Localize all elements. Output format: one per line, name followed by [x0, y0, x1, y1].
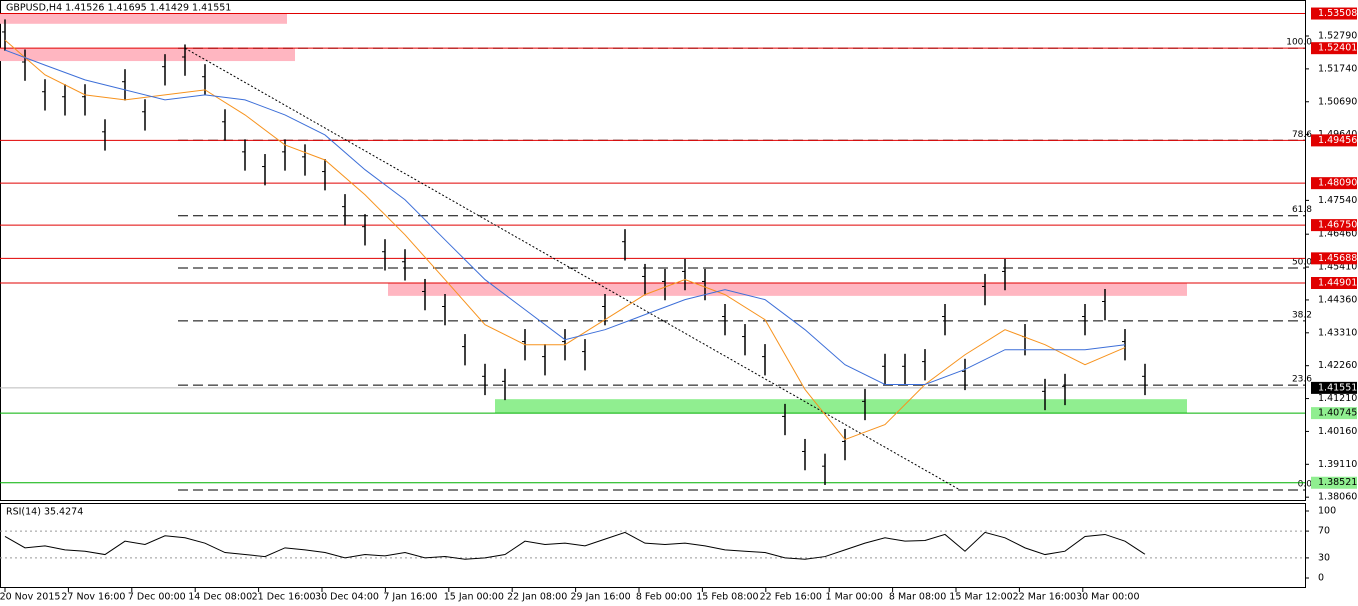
x-tick-label: 22 Feb 16:00: [760, 592, 822, 603]
rsi-title: RSI(14) 35.4274: [6, 507, 83, 518]
y-tick-label: 1.52790: [1318, 31, 1357, 42]
y-tick-label: 1.51740: [1318, 63, 1357, 74]
moving-average: [4, 39, 1126, 441]
y-tick-label: 1.43310: [1318, 327, 1357, 338]
level-label: 1.40745: [1318, 408, 1357, 419]
x-tick-label: 27 Nov 16:00: [61, 592, 125, 603]
x-tick-label: 1 Mar 00:00: [826, 592, 883, 603]
fib-label: 38.2: [1292, 310, 1312, 320]
x-tick-label: 30 Mar 00:00: [1076, 592, 1139, 603]
x-tick-label: 22 Jan 08:00: [507, 592, 567, 603]
x-tick-label: 15 Mar 12:00: [949, 592, 1012, 603]
fib-label: 0.0: [1298, 479, 1313, 489]
level-tag: [1311, 219, 1357, 232]
level-tag: [1311, 42, 1357, 55]
level-label: 1.48090: [1318, 178, 1357, 189]
y-tick-label: 1.42260: [1318, 360, 1357, 371]
rsi-tick-label: 0: [1318, 573, 1324, 584]
level-label: 1.46750: [1318, 220, 1357, 231]
level-label: 1.44901: [1318, 277, 1357, 288]
x-tick-label: 7 Dec 00:00: [128, 592, 186, 603]
zone: [0, 13, 287, 24]
fib-label: 100.0: [1286, 38, 1312, 48]
x-tick-label: 22 Mar 16:00: [1013, 592, 1076, 603]
rsi-tick-label: 70: [1318, 526, 1330, 537]
trendline: [184, 47, 961, 491]
x-tick-label: 15 Jan 00:00: [444, 592, 504, 603]
level-label: 1.41551: [1318, 382, 1357, 393]
level-label: 1.53508: [1318, 8, 1357, 19]
fib-label: 61.8: [1292, 205, 1312, 215]
y-tick-label: 1.39110: [1318, 459, 1357, 470]
x-tick-label: 8 Feb 00:00: [636, 592, 692, 603]
x-tick-label: 29 Jan 16:00: [571, 592, 631, 603]
price-frame: [0, 0, 1306, 501]
y-tick-label: 1.40160: [1318, 426, 1357, 437]
y-tick-label: 1.47540: [1318, 195, 1357, 206]
level-tag: [1311, 7, 1357, 20]
level-tag: [1311, 134, 1357, 147]
level-tag: [1311, 177, 1357, 190]
y-tick-label: 1.38060: [1318, 492, 1357, 503]
fib-label: 78.6: [1292, 130, 1312, 140]
zone: [388, 283, 1187, 296]
zone: [0, 48, 295, 62]
rsi-line: [4, 531, 1146, 560]
x-tick-label: 21 Dec 16:00: [252, 592, 316, 603]
x-tick-label: 20 Nov 2015: [0, 592, 60, 603]
level-label: 1.49456: [1318, 135, 1357, 146]
moving-average: [4, 49, 1126, 385]
level-tag: [1311, 381, 1357, 394]
level-tag: [1311, 276, 1357, 289]
x-tick-label: 8 Mar 08:00: [889, 592, 946, 603]
rsi-tick-label: 30: [1318, 552, 1330, 563]
fib-label: 23.6: [1292, 375, 1312, 385]
y-tick-label: 1.45410: [1318, 262, 1357, 273]
level-tag: [1311, 407, 1357, 420]
level-tag: [1311, 252, 1357, 265]
level-tag: [1311, 476, 1357, 489]
y-tick-label: 1.41210: [1318, 393, 1357, 404]
y-tick-label: 1.50690: [1318, 96, 1357, 107]
x-tick-label: 15 Feb 08:00: [696, 592, 758, 603]
x-tick-label: 7 Jan 16:00: [383, 592, 437, 603]
y-tick-label: 1.44360: [1318, 294, 1357, 305]
x-tick-label: 30 Dec 04:00: [315, 592, 379, 603]
level-label: 1.45688: [1318, 253, 1357, 264]
y-tick-label: 1.46460: [1318, 229, 1357, 240]
level-label: 1.52401: [1318, 43, 1357, 54]
chart-title: GBPUSD,H4 1.41526 1.41695 1.41429 1.4155…: [6, 3, 231, 14]
zone: [495, 399, 1187, 413]
fib-label: 50.0: [1292, 258, 1312, 268]
rsi-tick-label: 100: [1318, 506, 1336, 517]
x-tick-label: 14 Dec 08:00: [188, 592, 252, 603]
level-label: 1.38521: [1318, 477, 1357, 488]
rsi-frame: [0, 503, 1306, 588]
